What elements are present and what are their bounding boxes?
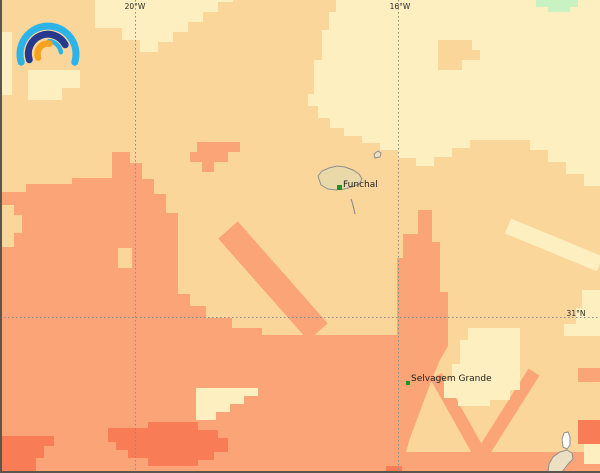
region-cream-left-strip [0, 32, 12, 95]
logo-arc-navy [24, 30, 69, 64]
region-salmon-snake-body [218, 221, 328, 341]
island-desertas-ne [373, 150, 382, 159]
region-cream-left-patch [28, 70, 80, 100]
region-peach-hole-left [0, 205, 22, 247]
region-salmon-snake-head [190, 142, 240, 172]
region-cream-right-blob [564, 290, 600, 336]
region-mint-patch [536, 0, 578, 12]
island-lanzarote-tip [547, 449, 574, 473]
region-salmon-main [0, 152, 600, 473]
region-deep-bottom-left [0, 436, 54, 473]
region-cream-corner [584, 444, 600, 464]
region-peach-hole-mid [118, 248, 132, 268]
region-cream-selvagem-blob [444, 328, 520, 406]
region-salmon-right-edge-patch [578, 368, 600, 382]
region-deep-corner [578, 420, 600, 444]
region-cream-top-right [308, 0, 600, 186]
region-peach-hole-topright [438, 40, 480, 70]
frame-left [0, 0, 2, 473]
region-deep-bottom-blob [108, 422, 228, 466]
island-desertas [350, 198, 356, 215]
logo-arc-outer [16, 22, 80, 66]
island-graciosa [561, 431, 571, 450]
region-cream-top-band [95, 0, 233, 52]
region-salmon-v-band [430, 368, 540, 469]
frame-bottom [0, 471, 600, 473]
logo-arc-orange [34, 40, 53, 61]
region-cream-bottom-wedge [196, 388, 258, 420]
region-cream-diag-stripe [504, 218, 600, 272]
island-madeira [317, 165, 363, 191]
selvagem-dot [406, 381, 410, 385]
funchal-dot [337, 185, 342, 190]
